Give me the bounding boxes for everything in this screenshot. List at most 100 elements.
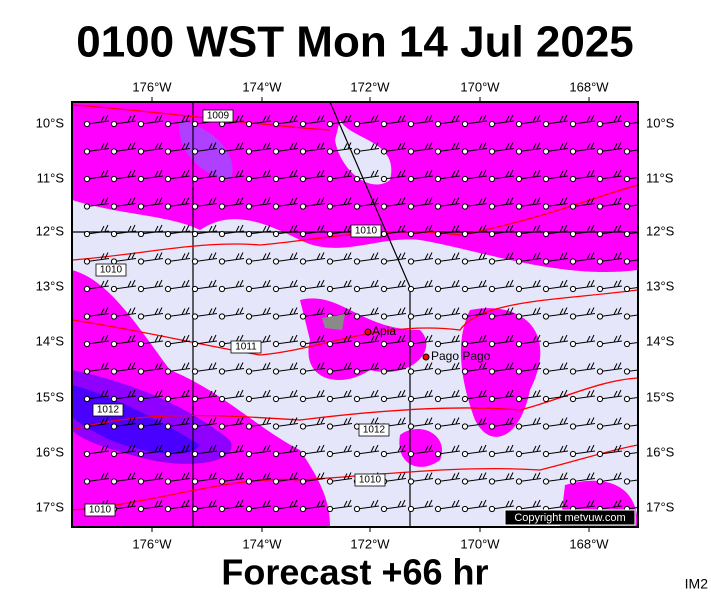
station — [164, 313, 172, 320]
station — [434, 505, 442, 513]
station — [326, 148, 334, 155]
station — [191, 423, 199, 430]
wind-barb — [626, 286, 638, 290]
wind-barb — [86, 197, 110, 207]
station — [326, 230, 334, 238]
footer: Forecast +66 hr — [221, 552, 488, 593]
station — [218, 368, 226, 375]
wind-barb — [356, 499, 380, 510]
station — [380, 395, 388, 403]
station — [488, 175, 496, 183]
wind-barb — [113, 114, 137, 125]
station — [191, 230, 199, 238]
longitude-label: 176°W — [132, 79, 172, 94]
station — [380, 258, 388, 265]
wind-barb — [464, 224, 488, 235]
station — [569, 120, 577, 128]
station — [110, 395, 118, 403]
wind-barb — [167, 417, 191, 427]
station — [623, 313, 631, 320]
station — [137, 285, 145, 293]
station — [137, 395, 145, 403]
wind-barb — [167, 499, 191, 510]
wind-barb — [437, 114, 461, 125]
station — [461, 313, 469, 320]
station — [245, 423, 253, 430]
wind-barb — [329, 334, 353, 345]
station — [461, 340, 469, 348]
station — [596, 120, 604, 128]
station — [623, 340, 631, 348]
wind-barb — [275, 224, 299, 235]
station — [623, 175, 631, 183]
station — [434, 395, 442, 403]
station — [596, 258, 604, 265]
station — [164, 340, 172, 348]
wind-barb — [86, 142, 110, 152]
wind-barb — [599, 197, 623, 207]
station — [83, 313, 91, 320]
station — [83, 285, 91, 293]
wind-barb — [410, 307, 434, 317]
wind-barb — [383, 252, 407, 262]
wind-barb — [113, 197, 137, 207]
station — [326, 395, 334, 403]
wind-barb — [113, 142, 137, 152]
station — [515, 175, 523, 183]
station — [245, 120, 253, 128]
station — [488, 148, 496, 155]
latitude-label: 10°S — [646, 115, 675, 130]
station — [137, 368, 145, 375]
wind-barb — [491, 114, 515, 125]
wind-barb — [464, 389, 488, 400]
station — [353, 148, 361, 155]
station — [569, 230, 577, 238]
wind-barb — [518, 197, 542, 207]
station — [515, 203, 523, 210]
wind-barb — [437, 472, 461, 482]
station — [623, 368, 631, 375]
wind-barb — [626, 204, 638, 207]
station — [353, 203, 361, 210]
isobar-label: 1010 — [359, 475, 382, 486]
wind-barb — [383, 334, 407, 345]
station — [326, 478, 334, 485]
wind-barb — [356, 362, 380, 372]
station — [326, 340, 334, 348]
wind-barb — [518, 389, 542, 400]
station — [137, 120, 145, 128]
wind-barb — [86, 362, 110, 372]
wind-barb — [86, 307, 110, 317]
station — [596, 478, 604, 485]
station — [596, 148, 604, 155]
station — [164, 368, 172, 375]
station — [218, 148, 226, 155]
wind-barb — [302, 389, 326, 400]
wind-barb — [383, 224, 407, 235]
station — [380, 450, 388, 458]
wind-barb — [518, 279, 542, 290]
wind-barb — [545, 142, 569, 152]
wind-barb — [275, 389, 299, 400]
station — [515, 450, 523, 458]
station — [569, 395, 577, 403]
station — [353, 340, 361, 348]
station — [164, 478, 172, 485]
wind-barb — [221, 417, 245, 427]
station — [488, 203, 496, 210]
station — [596, 285, 604, 293]
station — [434, 285, 442, 293]
wind-barb — [545, 362, 569, 372]
wind-barb — [491, 279, 515, 290]
wind-barb — [221, 114, 245, 125]
wind-barb — [302, 307, 326, 317]
station — [272, 368, 280, 375]
station — [434, 423, 442, 430]
wind-barb — [140, 224, 164, 235]
station — [542, 148, 550, 155]
wind-barb — [545, 499, 569, 510]
wind-barb — [113, 169, 137, 180]
station — [218, 313, 226, 320]
wind-barb — [329, 389, 353, 400]
wind-barb — [410, 334, 434, 345]
